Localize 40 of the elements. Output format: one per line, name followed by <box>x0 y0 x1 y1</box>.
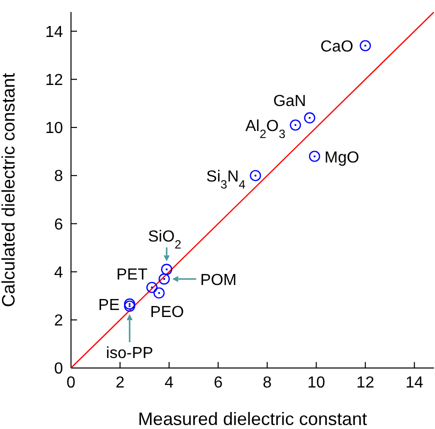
x-tick-label: 8 <box>262 374 272 392</box>
y-tick-label: 8 <box>54 168 64 186</box>
point <box>124 300 136 312</box>
y-axis-title: Calculated dielectric constant <box>0 72 18 308</box>
annotation: SiO$_{2}$ <box>148 228 182 252</box>
y-tick-label: 12 <box>45 72 64 90</box>
annotation: PET <box>116 266 148 284</box>
point <box>360 40 371 52</box>
annotation: PEO <box>150 304 184 321</box>
x-tick-label: 10 <box>307 374 326 392</box>
point <box>250 170 262 182</box>
annotation: Si$_{3}$N$_{4}$ <box>206 168 246 192</box>
annotation: PE <box>98 297 120 314</box>
annotation: POM <box>200 272 237 289</box>
x-axis-title: Measured dielectric constant <box>138 409 368 429</box>
point <box>308 150 320 162</box>
x-tick-label: 2 <box>116 374 125 392</box>
y-tick-label: 4 <box>54 264 64 282</box>
annotation: MgO <box>324 149 360 166</box>
x-tick-label: 0 <box>66 374 76 392</box>
y-tick-label: 0 <box>54 360 64 378</box>
y-tick-label: 2 <box>54 312 64 330</box>
point <box>304 112 316 124</box>
point <box>161 264 172 275</box>
x-tick-label: 14 <box>405 374 424 392</box>
annotation: Al$_{2}$O$_{3}$ <box>245 118 286 142</box>
y-tick-label: 10 <box>45 120 64 138</box>
y-tick-label: 14 <box>45 24 64 41</box>
point <box>290 119 302 131</box>
x-tick-label: 6 <box>214 374 223 392</box>
x-tick-label: 12 <box>356 374 374 392</box>
x-tick-label: 4 <box>164 374 174 392</box>
point <box>124 298 136 310</box>
annotation: GaN <box>273 92 306 110</box>
y-tick-label: 6 <box>54 216 64 234</box>
annotation: CaO <box>320 38 354 56</box>
point <box>158 273 170 285</box>
point <box>146 282 158 294</box>
annotation: iso-PP <box>106 345 154 362</box>
point <box>153 287 165 299</box>
